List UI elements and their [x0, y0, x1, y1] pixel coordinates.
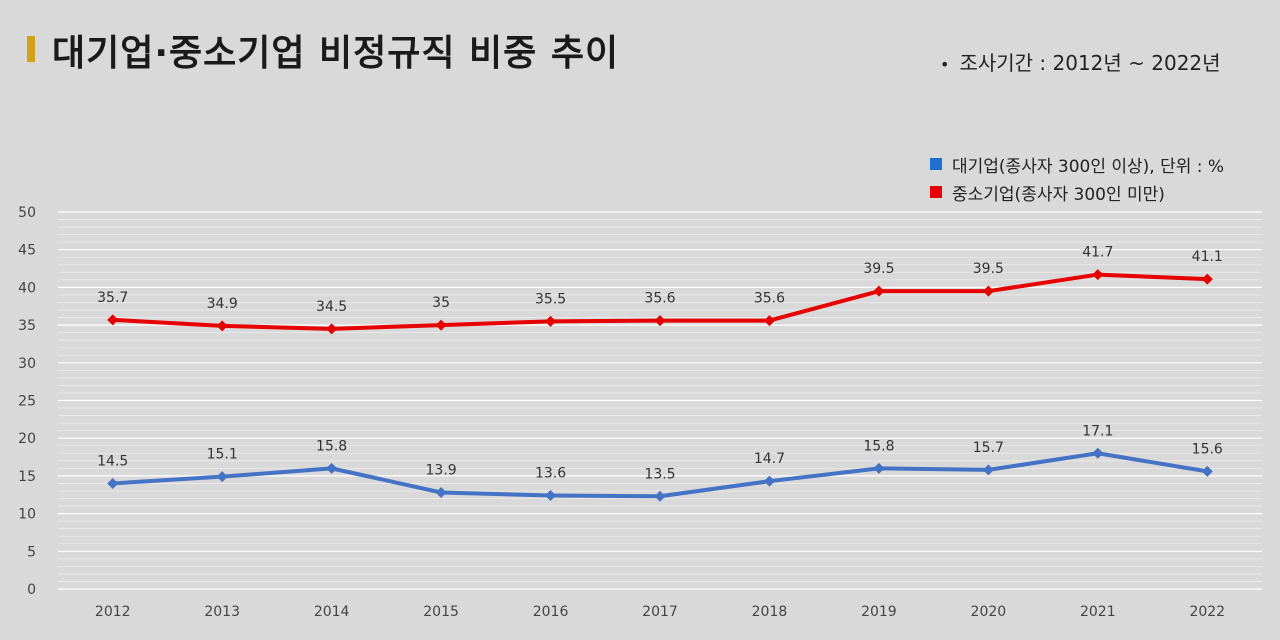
- page-title: 대기업·중소기업 비정규직 비중 추이: [52, 33, 620, 74]
- x-tick-label: 2018: [752, 604, 788, 620]
- title-accent-bar: [27, 36, 35, 62]
- y-tick-label: 5: [27, 544, 36, 560]
- data-label: 14.7: [754, 451, 785, 467]
- x-tick-label: 2022: [1189, 604, 1225, 620]
- data-label: 14.5: [97, 453, 128, 469]
- y-tick-label: 45: [18, 243, 36, 259]
- x-tick-label: 2021: [1080, 604, 1116, 620]
- y-tick-label: 15: [18, 469, 36, 485]
- data-point-marker: [216, 320, 228, 332]
- data-label: 41.7: [1082, 245, 1113, 261]
- x-tick-label: 2014: [314, 604, 350, 620]
- data-label: 15.7: [973, 440, 1004, 456]
- data-label: 15.6: [1192, 441, 1223, 457]
- legend-label-small: 중소기업(종사자 300인 미만): [952, 184, 1165, 205]
- data-point-marker: [654, 315, 666, 327]
- legend-swatch-small: [930, 186, 942, 198]
- data-label: 15.8: [316, 438, 347, 454]
- data-label: 35.6: [754, 291, 785, 307]
- data-point-marker: [435, 486, 447, 498]
- data-label: 34.5: [316, 299, 347, 315]
- y-tick-label: 50: [18, 205, 36, 221]
- bullet-icon: •: [940, 55, 950, 74]
- legend-swatch-large: [930, 158, 942, 170]
- y-tick-label: 10: [18, 507, 36, 523]
- data-label: 17.1: [1082, 423, 1113, 439]
- data-point-marker: [107, 477, 119, 489]
- x-tick-label: 2017: [642, 604, 678, 620]
- data-point-marker: [1201, 465, 1213, 477]
- data-label: 35.7: [97, 290, 128, 306]
- x-tick-label: 2019: [861, 604, 897, 620]
- legend-label-large: 대기업(종사자 300인 이상), 단위 : %: [952, 156, 1225, 177]
- data-point-marker: [435, 319, 447, 331]
- y-tick-label: 40: [18, 280, 36, 296]
- data-label: 39.5: [973, 261, 1004, 277]
- survey-period: • 조사기간 : 2012년 ~ 2022년: [940, 47, 1221, 76]
- data-point-marker: [326, 323, 338, 335]
- x-tick-label: 2015: [423, 604, 459, 620]
- data-point-marker: [873, 462, 885, 474]
- data-point-marker: [1092, 269, 1104, 281]
- data-point-marker: [326, 462, 338, 474]
- legend-item-large: 대기업(종사자 300인 이상), 단위 : %: [930, 150, 1224, 178]
- y-tick-label: 35: [18, 318, 36, 334]
- x-tick-label: 2012: [95, 604, 131, 620]
- data-label: 15.8: [863, 438, 894, 454]
- data-label: 41.1: [1192, 249, 1223, 265]
- data-label: 13.5: [644, 466, 675, 482]
- data-label: 34.9: [207, 296, 238, 312]
- data-label: 35.5: [535, 291, 566, 307]
- y-tick-label: 25: [18, 394, 36, 410]
- x-tick-label: 2016: [533, 604, 569, 620]
- data-point-marker: [545, 490, 557, 502]
- data-label: 39.5: [863, 261, 894, 277]
- data-point-marker: [545, 315, 557, 327]
- data-label: 35: [432, 295, 450, 311]
- data-point-marker: [873, 285, 885, 297]
- data-point-marker: [107, 314, 119, 326]
- survey-period-text: 조사기간 : 2012년 ~ 2022년: [959, 51, 1221, 75]
- data-point-marker: [982, 464, 994, 476]
- x-tick-label: 2013: [204, 604, 240, 620]
- data-point-marker: [763, 475, 775, 487]
- data-point-marker: [1201, 273, 1213, 285]
- y-tick-label: 20: [18, 431, 36, 447]
- data-point-marker: [654, 490, 666, 502]
- legend-item-small: 중소기업(종사자 300인 미만): [930, 178, 1224, 206]
- data-point-marker: [1092, 447, 1104, 459]
- data-label: 13.6: [535, 466, 566, 482]
- data-point-marker: [216, 471, 228, 483]
- data-point-marker: [763, 315, 775, 327]
- chart-legend: 대기업(종사자 300인 이상), 단위 : % 중소기업(종사자 300인 미…: [930, 150, 1224, 206]
- data-label: 13.9: [426, 462, 457, 478]
- x-tick-label: 2020: [971, 604, 1007, 620]
- data-label: 35.6: [644, 291, 675, 307]
- data-label: 15.1: [207, 447, 238, 463]
- y-tick-label: 0: [27, 582, 36, 598]
- data-point-marker: [982, 285, 994, 297]
- y-tick-label: 30: [18, 356, 36, 372]
